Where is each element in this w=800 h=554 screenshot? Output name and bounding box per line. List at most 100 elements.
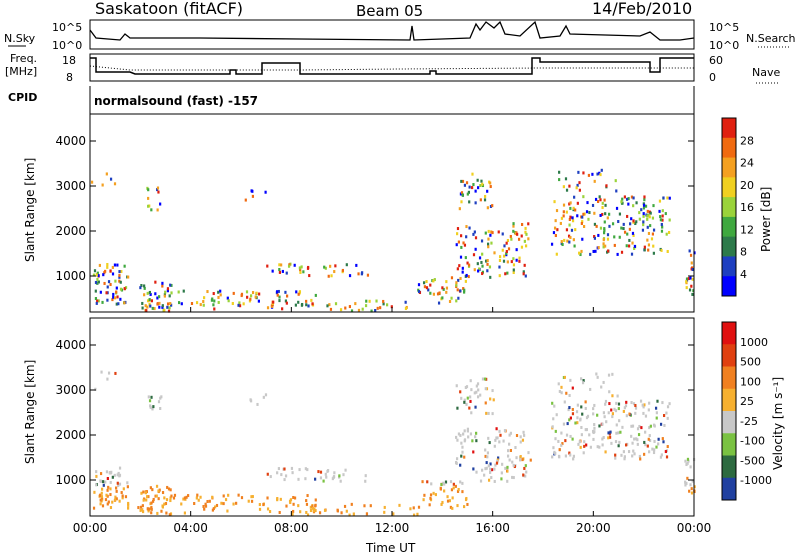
range-cell (100, 495, 104, 499)
range-cell (664, 212, 667, 216)
y-tick-label: 4000 (55, 134, 86, 148)
range-cell (603, 198, 606, 202)
range-cell (463, 400, 466, 404)
range-cell (101, 504, 105, 508)
range-cell (365, 299, 368, 303)
range-cell (513, 465, 516, 469)
range-cell (611, 222, 615, 226)
range-cell (643, 452, 646, 456)
range-cell (461, 193, 464, 197)
range-cell (390, 305, 393, 309)
range-cell (161, 284, 164, 288)
range-cell (570, 228, 574, 232)
colorbar-tick-label: 500 (740, 356, 761, 369)
range-cell (116, 295, 119, 299)
range-cell (456, 504, 459, 508)
range-cell (292, 495, 295, 499)
range-cell (109, 177, 113, 181)
range-cell (340, 511, 343, 515)
range-cell (601, 422, 604, 426)
range-cell (212, 303, 215, 307)
range-cell (602, 231, 606, 235)
range-cell (494, 463, 497, 467)
range-cell (416, 512, 419, 516)
range-cell (585, 443, 588, 447)
range-cell (484, 194, 487, 198)
range-cell (501, 462, 504, 466)
range-cell (565, 433, 569, 437)
range-cell (465, 225, 468, 229)
range-cell (595, 372, 598, 376)
range-cell (187, 494, 190, 498)
range-cell (472, 232, 475, 236)
range-cell (688, 249, 691, 253)
range-cell (466, 192, 469, 196)
range-cell (277, 467, 281, 471)
range-cell (219, 293, 222, 297)
power-panel: Slant Range [km] 4000 3000 2000 1000 28 24 20… (23, 113, 773, 313)
range-cell (519, 440, 522, 444)
freq-tick-bottom: 8 (66, 71, 73, 84)
range-cell (338, 474, 341, 478)
range-cell (685, 481, 688, 485)
range-cell (442, 287, 445, 291)
range-cell (487, 411, 490, 415)
range-cell (558, 178, 561, 182)
freq-line (90, 57, 694, 75)
range-cell (170, 291, 173, 295)
range-cell (114, 279, 117, 283)
range-cell (148, 507, 151, 511)
range-cell (687, 459, 690, 463)
range-cell (456, 288, 459, 292)
range-cell (688, 288, 692, 292)
range-cell (512, 229, 515, 233)
range-cell (449, 480, 453, 484)
range-cell (512, 268, 515, 272)
range-cell (661, 214, 664, 218)
range-cell (617, 431, 620, 435)
range-cell (438, 291, 441, 295)
range-cell (455, 435, 458, 439)
range-cell (217, 300, 220, 304)
y-tick-label: 3000 (55, 179, 86, 193)
range-cell (648, 438, 652, 442)
range-cell (147, 395, 150, 399)
range-cell (472, 467, 475, 471)
range-cell (266, 472, 269, 476)
range-cell (684, 483, 687, 487)
range-cell (348, 274, 352, 278)
range-cell (666, 445, 669, 449)
range-cell (486, 206, 489, 210)
range-cell (464, 256, 467, 260)
range-cell (686, 476, 689, 480)
range-cell (568, 393, 571, 397)
range-cell (630, 401, 633, 405)
range-cell (159, 396, 162, 400)
range-cell (491, 204, 494, 208)
range-cell (417, 283, 421, 287)
range-cell (557, 382, 560, 386)
range-cell (495, 427, 498, 431)
range-cell (280, 473, 283, 477)
range-cell (311, 506, 315, 510)
range-cell (156, 302, 159, 306)
range-cell (657, 442, 660, 446)
range-cell (487, 478, 491, 482)
range-cell (463, 183, 467, 187)
range-cell (222, 494, 225, 498)
range-cell (582, 171, 585, 175)
colorbar-tick-label: 4 (740, 268, 747, 281)
range-cell (148, 290, 151, 294)
range-cell (555, 252, 558, 256)
range-cell (578, 251, 581, 255)
range-cell (523, 239, 526, 243)
range-cell (573, 195, 576, 199)
range-cell (506, 260, 509, 264)
range-cell (641, 403, 644, 407)
range-cell (386, 303, 389, 307)
range-cell (607, 249, 610, 253)
range-cell (518, 259, 521, 263)
range-cell (611, 394, 614, 398)
range-cell (623, 406, 626, 410)
range-cell (582, 451, 585, 455)
